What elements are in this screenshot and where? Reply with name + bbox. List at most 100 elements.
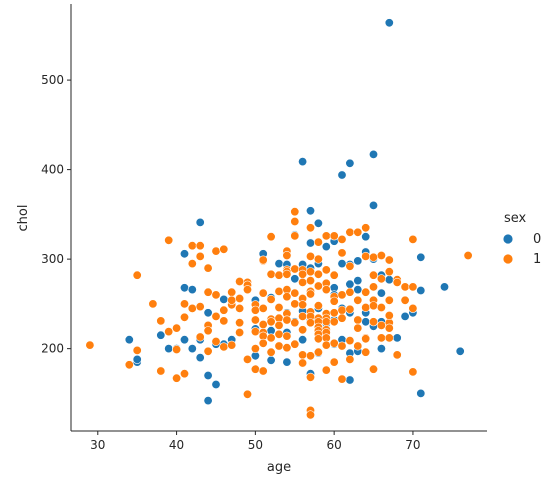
data-point-sex-1	[243, 354, 253, 364]
legend: sex 0 1	[502, 211, 541, 267]
data-point-sex-1	[305, 410, 315, 420]
data-point-sex-1	[408, 303, 418, 313]
data-point-sex-0	[164, 344, 174, 354]
data-point-sex-1	[298, 350, 308, 360]
data-point-sex-0	[384, 275, 394, 285]
y-axis-label-group: chol	[16, 205, 31, 232]
data-point-sex-1	[368, 282, 378, 292]
data-point-sex-1	[180, 299, 190, 309]
x-tick-label: 30	[90, 438, 105, 452]
data-point-sex-1	[329, 308, 339, 318]
data-point-sex-1	[195, 332, 205, 342]
data-point-sex-1	[384, 323, 394, 333]
data-point-sex-1	[321, 231, 331, 241]
data-point-sex-1	[203, 263, 213, 273]
data-point-sex-1	[345, 261, 355, 271]
x-tick-label: 70	[405, 438, 420, 452]
data-point-sex-1	[227, 340, 237, 350]
data-point-sex-1	[353, 341, 363, 351]
data-point-sex-1	[258, 319, 268, 329]
data-point-sex-1	[290, 207, 300, 217]
data-point-sex-1	[305, 372, 315, 382]
data-point-sex-0	[353, 256, 363, 266]
data-point-sex-1	[227, 295, 237, 305]
data-point-sex-1	[282, 251, 292, 261]
data-point-sex-1	[266, 232, 276, 242]
data-point-sex-1	[298, 277, 308, 287]
data-point-sex-1	[345, 336, 355, 346]
data-point-sex-1	[258, 338, 268, 348]
data-point-sex-0	[384, 18, 394, 28]
data-point-sex-1	[400, 295, 410, 305]
data-point-sex-1	[361, 251, 371, 261]
data-point-sex-1	[219, 305, 229, 315]
data-point-sex-1	[329, 296, 339, 306]
data-point-sex-1	[368, 270, 378, 280]
data-point-sex-1	[243, 389, 253, 399]
data-point-sex-0	[298, 335, 308, 345]
data-point-sex-0	[376, 344, 386, 354]
data-point-sex-0	[211, 379, 221, 389]
x-axis-label: age	[267, 460, 291, 475]
x-tick-label: 60	[327, 438, 342, 452]
data-point-sex-0	[195, 353, 205, 363]
data-point-sex-1	[290, 318, 300, 328]
data-point-sex-0	[266, 355, 276, 365]
data-point-sex-0	[376, 288, 386, 298]
data-point-sex-0	[416, 252, 426, 262]
data-point-sex-1	[329, 357, 339, 367]
data-point-sex-1	[337, 248, 347, 258]
y-tick-label: 500	[41, 73, 64, 87]
data-point-sex-0	[180, 283, 190, 293]
data-point-sex-1	[337, 374, 347, 384]
data-point-sex-1	[353, 227, 363, 237]
data-point-sex-1	[258, 288, 268, 298]
data-point-sex-1	[282, 331, 292, 341]
data-point-sex-0	[203, 396, 213, 406]
data-point-sex-1	[164, 327, 174, 337]
data-point-sex-1	[274, 270, 284, 280]
data-point-sex-0	[416, 388, 426, 398]
data-point-sex-1	[203, 287, 213, 297]
points-group	[85, 18, 473, 420]
data-point-sex-1	[219, 342, 229, 352]
legend-label-0: 0	[533, 232, 541, 247]
data-point-sex-0	[392, 333, 402, 343]
data-point-sex-1	[384, 267, 394, 277]
data-point-sex-1	[384, 310, 394, 320]
data-point-sex-1	[211, 290, 221, 300]
data-point-sex-0	[345, 279, 355, 289]
legend-swatch-0	[502, 233, 514, 245]
data-point-sex-1	[329, 317, 339, 327]
data-point-sex-1	[305, 289, 315, 299]
data-point-sex-1	[298, 269, 308, 279]
data-point-sex-0	[305, 206, 315, 216]
data-point-sex-1	[195, 251, 205, 261]
data-point-sex-1	[290, 288, 300, 298]
data-point-sex-1	[132, 345, 142, 355]
data-point-sex-1	[384, 295, 394, 305]
data-point-sex-1	[305, 267, 315, 277]
data-point-sex-1	[368, 301, 378, 311]
data-point-sex-1	[361, 334, 371, 344]
data-point-sex-1	[203, 346, 213, 356]
data-point-sex-1	[345, 304, 355, 314]
data-point-sex-1	[313, 347, 323, 357]
y-tick-label: 300	[41, 252, 64, 266]
data-point-sex-1	[329, 338, 339, 348]
data-point-sex-1	[337, 313, 347, 323]
data-point-sex-1	[298, 358, 308, 368]
data-point-sex-1	[250, 344, 260, 354]
data-point-sex-1	[203, 326, 213, 336]
data-point-sex-1	[290, 299, 300, 309]
data-point-sex-1	[85, 340, 95, 350]
data-point-sex-1	[219, 244, 229, 254]
data-point-sex-1	[361, 302, 371, 312]
data-point-sex-0	[353, 276, 363, 286]
data-point-sex-1	[376, 333, 386, 343]
data-point-sex-1	[290, 231, 300, 241]
data-point-sex-1	[321, 317, 331, 327]
data-point-sex-1	[321, 285, 331, 295]
data-point-sex-1	[180, 312, 190, 322]
